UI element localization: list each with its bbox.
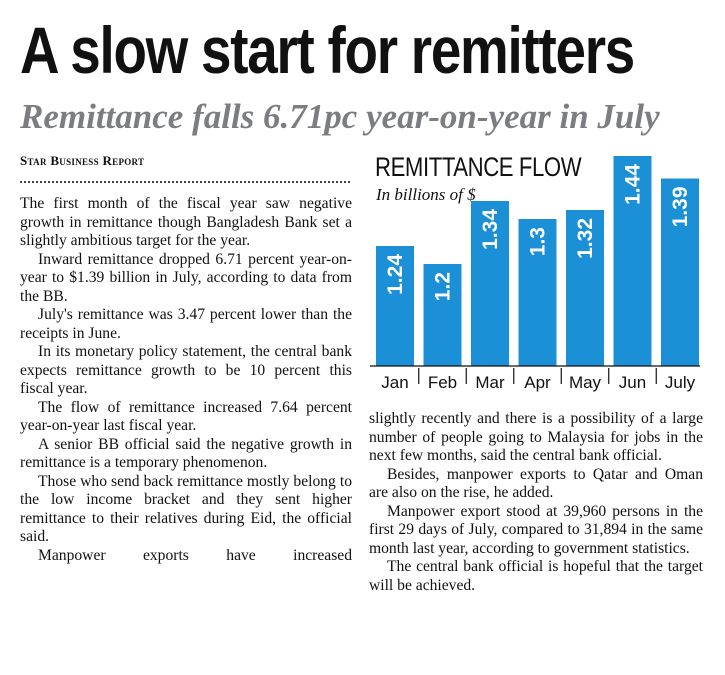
paragraph: slightly recently and there is a possibi… [369,410,703,464]
remittance-bar-chart: 1.24 1.2 1.34 1.3 1.32 1.44 1.39 Jan Feb Mar Apr M… [370,156,700,392]
article-left-column: The first month of the fiscal year saw n… [20,195,352,565]
chart-unit-label: In billions of $ [376,185,476,204]
paragraph: Manpower export stood at 39,960 persons … [369,502,703,557]
paragraph: The central bank official is hopeful tha… [369,558,703,594]
subheadline: Remittance falls 6.71pc year-on-year in … [20,97,660,136]
x-tick-label: July [665,373,696,392]
bar-value-label: 1.39 [669,187,692,228]
bar-july [661,178,699,366]
byline: Star Business Report [20,153,145,168]
paragraph: Besides, manpower exports to Qatar and O… [369,465,703,502]
x-tick-label: Apr [524,373,551,392]
paragraph: Inward remittance dropped 6.71 percent y… [20,250,352,305]
bar-apr [518,219,557,366]
x-tick-label: May [569,373,602,392]
bar-value-label: 1.44 [622,164,645,205]
paragraph: The flow of remittance increased 7.64 pe… [20,398,352,435]
x-tick-label: Feb [428,373,457,392]
paragraph: The first month of the fiscal year saw n… [20,195,352,249]
bar-feb [423,264,462,366]
bar-value-label: 1.3 [527,227,550,256]
bar-may [566,210,604,366]
x-tick-label: Mar [475,373,505,392]
x-tick-label: Jan [381,373,408,392]
paragraph: Manpower exports have increased [38,546,352,564]
chart-title: REMITTANCE FLOW [375,152,582,182]
bar-value-label: 1.32 [574,218,597,259]
paragraph: A senior BB official said the negative g… [20,435,352,472]
paragraph: Those who send back remittance mostly be… [20,472,352,546]
bar-value-label: 1.24 [384,254,407,295]
paragraph: July's remittance was 3.47 percent lower… [20,306,352,342]
bar-jun [613,156,652,366]
bar-value-label: 1.34 [479,209,502,250]
headline: A slow start for remitters [20,13,635,87]
paragraph: In its monetary policy statement, the ce… [20,343,352,397]
x-tick-label: Jun [619,373,646,392]
byline-divider [20,181,350,183]
bar-value-label: 1.2 [432,272,455,301]
bar-jan [376,246,414,366]
article-right-column: slightly recently and there is a possibi… [369,410,703,595]
bar-mar [471,201,509,366]
